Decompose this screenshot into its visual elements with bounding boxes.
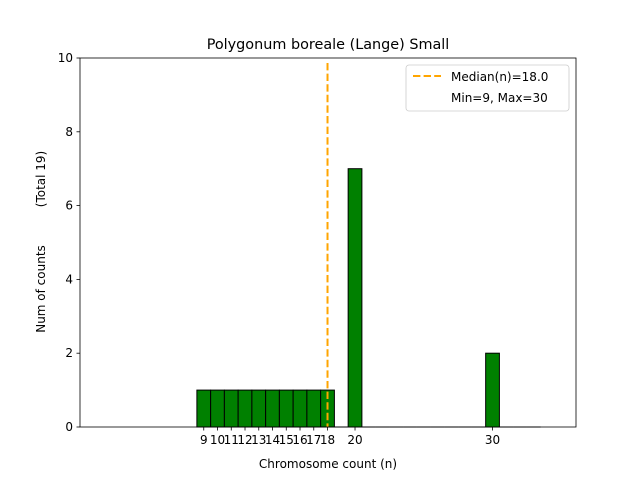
bars-group xyxy=(196,168,541,428)
legend-box xyxy=(405,64,570,112)
y-axis-total-label: (Total 19) xyxy=(34,151,48,207)
bar-17 xyxy=(306,389,322,428)
legend-entry-median: Median(n)=18.0 xyxy=(451,70,548,84)
y-axis-label: Num of counts xyxy=(34,245,48,333)
bar-14 xyxy=(265,389,280,428)
x-tick-label: 13 xyxy=(251,433,266,447)
legend-entry-minmax: Min=9, Max=30 xyxy=(451,91,548,105)
bar-10 xyxy=(210,389,225,428)
x-tick-label: 18 xyxy=(320,433,335,447)
bar-20 xyxy=(347,168,363,428)
chart-title: Polygonum boreale (Lange) Small xyxy=(207,37,450,53)
bar-30 xyxy=(485,352,500,428)
y-tick-label: 8 xyxy=(65,125,73,139)
y-ticks: 0 2 4 6 8 10 xyxy=(58,51,80,434)
x-tick-label: 30 xyxy=(485,433,500,447)
bar-16 xyxy=(292,389,308,428)
x-tick-label: 20 xyxy=(347,433,362,447)
bar-15 xyxy=(278,389,294,428)
x-axis-label: Chromosome count (n) xyxy=(259,457,397,471)
bar-11 xyxy=(223,389,239,428)
legend: Median(n)=18.0 Min=9, Max=30 xyxy=(405,64,570,112)
x-tick-label: 12 xyxy=(237,433,252,447)
x-tick-label: 17 xyxy=(306,433,321,447)
x-tick-label: 15 xyxy=(279,433,294,447)
y-tick-label: 0 xyxy=(65,420,73,434)
plot-frame xyxy=(79,57,577,428)
x-tick-label: 9 xyxy=(200,433,208,447)
x-tick-label: 11 xyxy=(224,433,239,447)
x-tick-label: 14 xyxy=(265,433,280,447)
x-tick-label: 10 xyxy=(210,433,225,447)
bar-9 xyxy=(196,389,212,428)
y-tick-label: 6 xyxy=(65,199,73,213)
y-tick-label: 2 xyxy=(65,346,73,360)
bar-12 xyxy=(237,389,253,428)
y-tick-label: 4 xyxy=(65,272,73,286)
bar-13 xyxy=(251,389,267,428)
y-tick-label: 10 xyxy=(58,51,73,65)
x-tick-label: 16 xyxy=(292,433,307,447)
